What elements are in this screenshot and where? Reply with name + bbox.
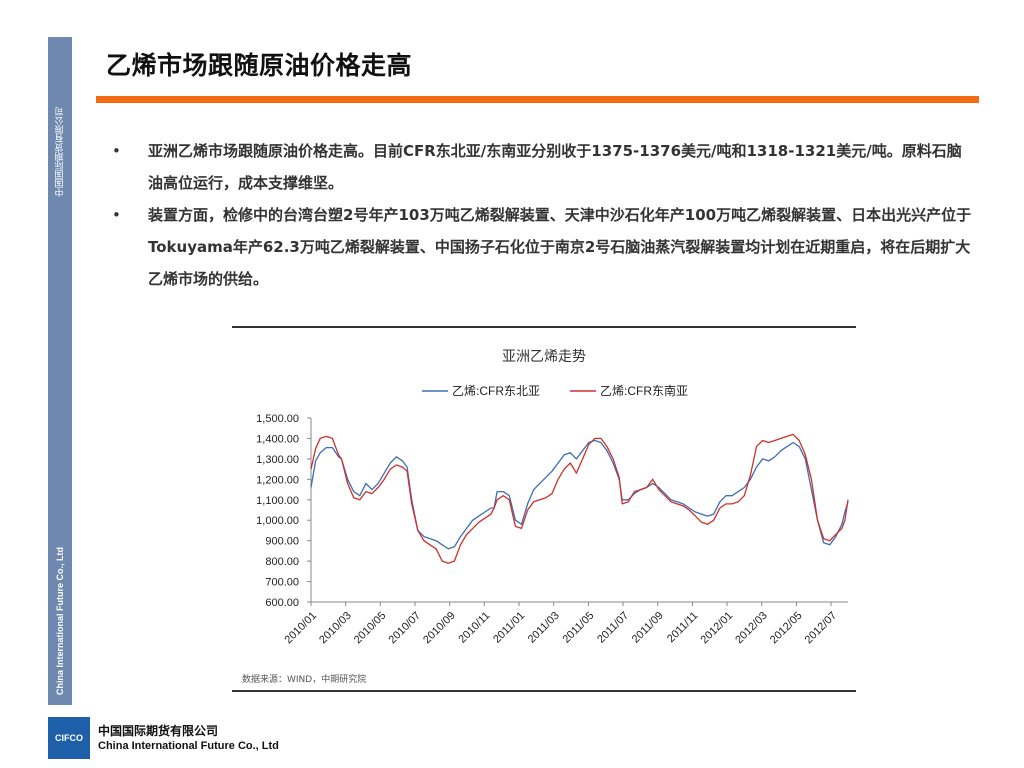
x-tick-label: 2011/07 — [595, 610, 631, 646]
title-divider — [96, 96, 979, 103]
sidebar-company-en: China International Future Co., Ltd — [55, 547, 65, 695]
y-tick-label: 700.00 — [265, 577, 299, 589]
legend-label: 乙烯:CFR东北亚 — [452, 384, 540, 398]
x-tick-label: 2011/11 — [665, 610, 700, 645]
bullet-marker: • — [112, 206, 121, 224]
y-tick-label: 800.00 — [265, 556, 299, 568]
left-sidebar-band — [48, 37, 72, 705]
line-chart: 1,500.00 1,400.00 1,300.00 1,200.00 1,100.00… — [256, 383, 849, 647]
footer-company-cn: 中国国际期货有限公司 — [98, 724, 219, 738]
x-tick-label: 2010/09 — [421, 610, 458, 647]
y-tick-label: 1,400.00 — [256, 433, 299, 445]
y-tick-label: 1,300.00 — [256, 454, 299, 466]
x-tick-label: 2010/05 — [352, 610, 389, 647]
y-tick-label: 1,200.00 — [256, 474, 299, 486]
x-tick-label: 2010/01 — [283, 610, 320, 647]
series-line — [310, 433, 849, 564]
footer-company-en: China International Future Co., Ltd — [98, 740, 279, 752]
y-tick-label: 1,100.00 — [256, 495, 299, 507]
chart-container: 亚洲乙烯走势 1,500.00 1,400.00 1,300.00 1,200.00 1… — [232, 326, 856, 692]
x-tick-label: 2011/01 — [491, 610, 527, 646]
bullet-text: 亚洲乙烯市场跟随原油价格走高。目前CFR东北亚/东南亚分别收于1375-1376… — [148, 142, 962, 192]
x-tick-label: 2012/07 — [803, 610, 840, 647]
chart-title: 亚洲乙烯走势 — [502, 349, 586, 365]
y-tick-label: 1,000.00 — [256, 515, 299, 527]
chart-source: 数据来源：WIND，中期研究院 — [242, 675, 367, 685]
cifco-logo: CIFCO — [48, 717, 90, 759]
bullet-item: • 装置方面，检修中的台湾台塑2号年产103万吨乙烯裂解装置、天津中沙石化年产1… — [112, 199, 972, 295]
bullet-item: • 亚洲乙烯市场跟随原油价格走高。目前CFR东北亚/东南亚分别收于1375-13… — [112, 135, 972, 199]
y-tick-label: 600.00 — [265, 597, 299, 609]
legend-label: 乙烯:CFR东南亚 — [600, 383, 688, 398]
x-tick-label: 2010/11 — [456, 610, 492, 646]
x-tick-label: 2012/03 — [733, 610, 770, 647]
y-tick-label: 1,500.00 — [256, 413, 299, 425]
series-line — [310, 439, 849, 550]
sidebar-company-cn: 中国国际期货有限公司 — [55, 107, 66, 197]
x-tick-label: 2012/01 — [699, 610, 736, 647]
x-tick-label: 2011/05 — [560, 610, 596, 646]
x-tick-label: 2011/03 — [526, 610, 562, 646]
x-tick-label: 2011/09 — [630, 610, 666, 646]
y-tick-label: 900.00 — [265, 536, 299, 548]
x-tick-label: 2010/07 — [387, 610, 424, 647]
x-tick-label: 2012/05 — [768, 610, 805, 647]
page-title: 乙烯市场跟随原油价格走高 — [106, 51, 413, 80]
bullet-marker: • — [112, 142, 121, 160]
x-tick-label: 2010/03 — [317, 610, 354, 647]
bullet-text: 装置方面，检修中的台湾台塑2号年产103万吨乙烯裂解装置、天津中沙石化年产100… — [148, 206, 972, 288]
bullet-list: • 亚洲乙烯市场跟随原油价格走高。目前CFR东北亚/东南亚分别收于1375-13… — [112, 135, 972, 295]
